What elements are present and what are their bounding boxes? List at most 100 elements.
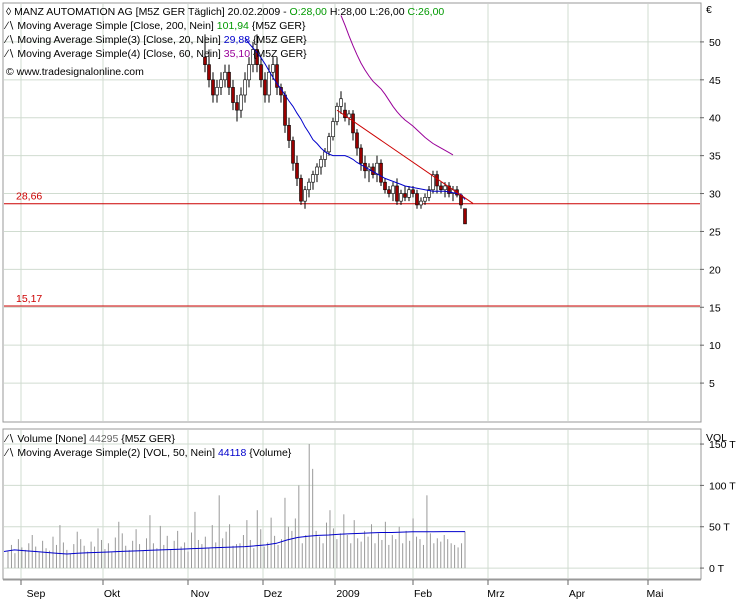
candle-body [427,189,431,198]
candle-body [311,174,315,183]
candle-body [291,140,295,164]
price-panel [2,2,702,423]
support-line-label: 28,66 [16,191,42,203]
candle-body [375,162,379,175]
x-axis-label: Apr [569,588,586,600]
candle-body [303,189,307,202]
candle-body [327,136,331,153]
price-y-tick-label: 35 [709,151,721,163]
candle-body [447,185,451,194]
price-y-tick-label: 45 [709,75,721,87]
candle-body [267,71,271,96]
price-y-tick-label: 25 [709,226,721,238]
candle-body [307,181,311,191]
volume-legend-entry: ∕∖ Moving Average Simple(2) [VOL, 50, Ne… [3,447,292,459]
candle-body [443,185,447,191]
candle-body [263,79,267,96]
volume-y-ticks: 0 T 50 T 100 T 150 T [700,439,736,575]
candle-body [319,159,323,168]
candle-body [235,102,239,111]
candle-body [423,197,427,202]
candle-body [459,194,463,206]
candle-body [383,181,387,191]
price-hlines: 28,66 15,17 [4,191,700,307]
candle-body [439,185,443,191]
price-y-tick-label: 15 [709,302,721,314]
candle-body [355,132,359,149]
volume-panel [2,428,702,580]
volume-y-tick-label: 0 T [709,563,725,575]
x-axis: Sep Okt Nov Dez 2009 Feb Mrz Apr Mai [3,579,701,600]
x-axis-label: Mrz [487,588,505,600]
price-candles [203,34,467,225]
x-axis-label: Sep [27,588,46,600]
candle-body [359,147,363,164]
candle-body [351,113,355,134]
volume-ma-line [3,531,465,555]
trend-line [336,109,474,204]
volume-legend: ∕∖ Volume [None] 44295 {M5Z GER} ∕∖ Movin… [3,433,292,459]
candle-body [207,64,211,81]
volume-y-tick-label: 50 T [709,522,730,534]
candle-body [227,71,231,88]
volume-y-tick-label: 150 T [709,439,736,451]
volume-legend-entry: ∕∖ Volume [None] 44295 {M5Z GER} [3,433,175,445]
candle-body [415,193,419,206]
candle-body [271,64,275,73]
candle-body [323,151,327,160]
candle-body [339,98,343,107]
candle-body [219,79,223,88]
legend-ma: ∕∖ Moving Average Simple [Close, 200, Ne… [3,20,306,32]
ma20-line [244,37,466,200]
candle-body [431,174,435,191]
candle-body [251,49,255,65]
x-axis-label: Dez [264,588,283,600]
candle-body [407,189,411,198]
candle-body [435,174,439,187]
candle-body [247,64,251,81]
candle-body [299,178,303,202]
candle-body [211,79,215,96]
legend-copyright: © www.tradesignalonline.com [6,66,144,78]
candle-body [243,79,247,96]
candle-body [287,125,291,141]
candle-body [283,94,287,126]
price-y-tick-label: 50 [709,37,721,49]
candle-body [387,189,391,194]
price-y-tick-label: 10 [709,340,721,352]
candle-body [275,64,279,88]
candle-body [347,113,351,119]
candle-body [391,185,395,194]
price-y-tick-label: 20 [709,264,721,276]
candle-body [331,121,335,137]
x-axis-label: 2009 [336,588,360,600]
price-legend: ◊ MANZ AUTOMATION AG [M5Z GER Täglich] 2… [3,6,444,78]
volume-y-tick-label: 100 T [709,480,736,492]
candle-body [399,193,403,202]
price-axis-unit: € [706,4,712,16]
ma60-line [340,15,454,156]
candle-body [223,71,227,81]
candle-body [203,56,207,65]
price-y-tick-label: 40 [709,113,721,125]
legend-ma: ∕∖ Moving Average Simple(3) [Close, 20, … [3,34,307,46]
x-axis-label: Feb [414,588,432,600]
candle-body [335,106,339,122]
candle-body [411,189,415,194]
legend-ma: ∕∖ Moving Average Simple(4) [Close, 60, … [3,48,307,60]
candle-body [403,193,407,198]
support-line-label: 15,17 [16,293,42,305]
x-axis-label: Nov [191,588,210,600]
x-axis-label: Mai [647,588,664,600]
candle-body [419,200,423,206]
candle-body [295,162,299,179]
price-y-ticks: 5 10 15 20 25 30 35 40 45 50 [700,37,721,390]
price-y-tick-label: 30 [709,189,721,201]
candle-body [379,162,383,183]
candle-body [395,185,399,202]
candle-body [215,87,219,96]
candle-body [463,208,467,225]
price-y-tick-label: 5 [709,378,715,390]
volume-axis-unit: VOL [706,432,727,444]
